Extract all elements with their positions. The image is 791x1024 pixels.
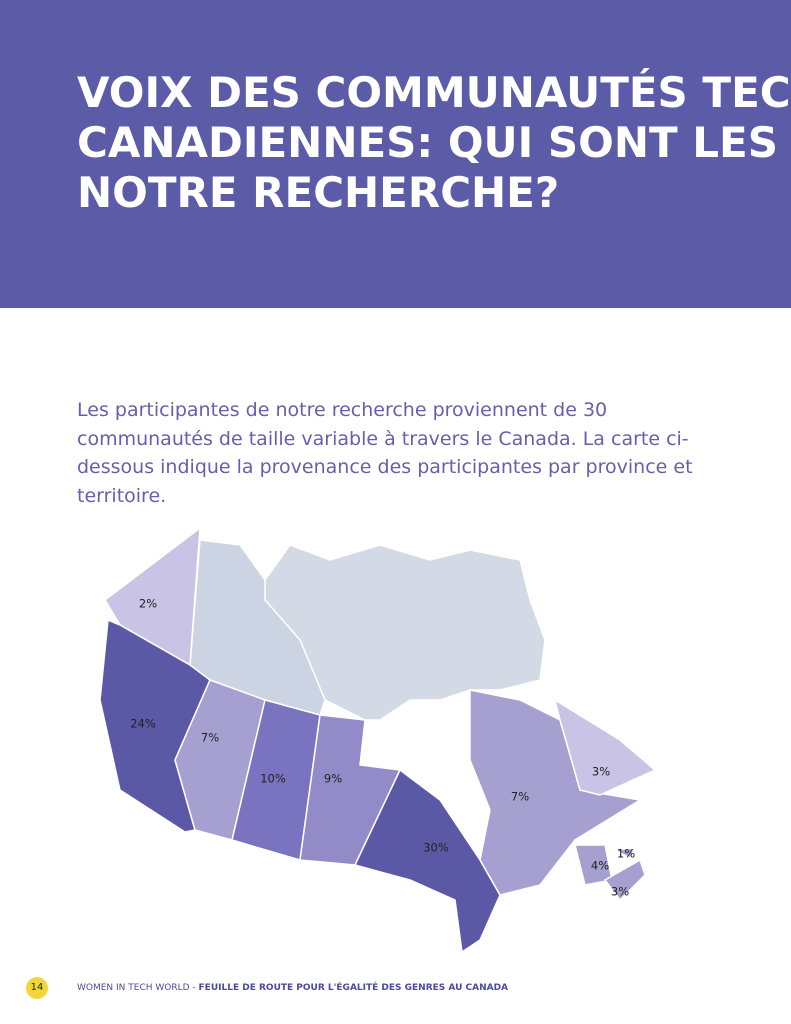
map-label: 3% (611, 885, 629, 899)
region-pei (612, 847, 637, 860)
map-label: 3% (592, 765, 610, 779)
map-label: 4% (591, 859, 609, 873)
map-label: 7% (201, 731, 219, 745)
region-newfoundland (553, 698, 657, 796)
map-label: 9% (324, 772, 342, 786)
title-line: CANADIENNES: QUI SONT LES (77, 118, 778, 167)
map-label: 24% (130, 717, 156, 731)
map-label: 10% (260, 772, 286, 786)
footer-brand: WOMEN IN TECH WORLD - (77, 983, 199, 993)
region-alberta (174, 679, 266, 841)
map: 2% 24% 7% 10% 9% 30% 7% 3% 4% 1% 3% (99, 526, 657, 954)
header-band: VOIX DES COMMUNAUTÉS TECH CANADIENNES: Q… (0, 0, 791, 308)
page-number: 14 (26, 977, 48, 999)
region-ontario (353, 768, 501, 954)
footer: WOMEN IN TECH WORLD - FEUILLE DE ROUTE P… (77, 983, 508, 993)
map-label: 30% (423, 841, 449, 855)
region-nova-scotia (603, 858, 646, 902)
title-line: NOTRE RECHERCHE? (77, 168, 560, 217)
region-quebec (469, 689, 643, 896)
title-line: VOIX DES COMMUNAUTÉS TECH (77, 68, 791, 117)
region-nunavut (264, 544, 546, 721)
footer-subtitle: FEUILLE DE ROUTE POUR L'ÉGALITÉ DES GENR… (198, 983, 509, 993)
map-label: 2% (139, 597, 157, 611)
intro-text: Les participantes de notre recherche pro… (77, 399, 693, 507)
map-label: 1% (617, 847, 635, 861)
map-label: 7% (511, 790, 529, 804)
